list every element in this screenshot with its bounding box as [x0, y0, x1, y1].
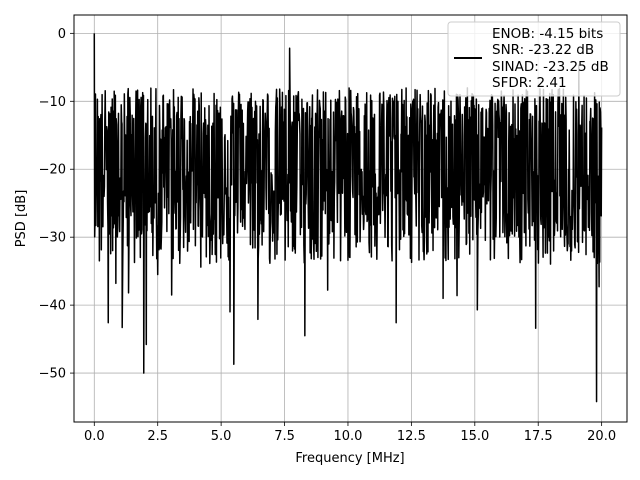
legend-entry-enob: ENOB: -4.15 bits — [492, 26, 603, 42]
x-tick-label: 12.5 — [397, 429, 426, 444]
x-tick-label: 15.0 — [460, 429, 489, 444]
psd-line — [93, 33, 603, 403]
x-tick-label: 17.5 — [524, 429, 553, 444]
y-tick-label: −40 — [39, 299, 66, 314]
x-tick-label: 0.0 — [84, 429, 105, 444]
y-tick-label: −20 — [39, 163, 66, 178]
y-tick-label: −10 — [39, 95, 66, 110]
y-tick-label: −30 — [39, 231, 66, 246]
plot-frame — [73, 14, 628, 423]
legend-box — [447, 21, 621, 97]
x-axis-label: Frequency [MHz] — [295, 451, 404, 466]
x-tick-label: 5.0 — [211, 429, 232, 444]
y-axis: 0 −10 −20 −30 −40 −50 — [39, 27, 74, 382]
y-tick-label: 0 — [58, 27, 66, 42]
legend-entry-snr: SNR: -23.22 dB — [492, 42, 594, 58]
x-tick-label: 20.0 — [587, 429, 616, 444]
x-tick-label: 7.5 — [274, 429, 295, 444]
x-tick-label: 10.0 — [333, 429, 362, 444]
x-axis: 0.0 2.5 5.0 7.5 10.0 12.5 15.0 17.5 20.0 — [84, 422, 616, 444]
legend: ENOB: -4.15 bits SNR: -23.22 dB SINAD: -… — [447, 21, 621, 97]
legend-entry-sfdr: SFDR: 2.41 — [492, 75, 567, 91]
x-tick-label: 2.5 — [147, 429, 168, 444]
legend-entry-sinad: SINAD: -23.25 dB — [492, 59, 609, 75]
psd-series — [93, 33, 603, 403]
y-tick-label: −50 — [39, 367, 66, 382]
y-axis-label: PSD [dB] — [14, 190, 29, 248]
